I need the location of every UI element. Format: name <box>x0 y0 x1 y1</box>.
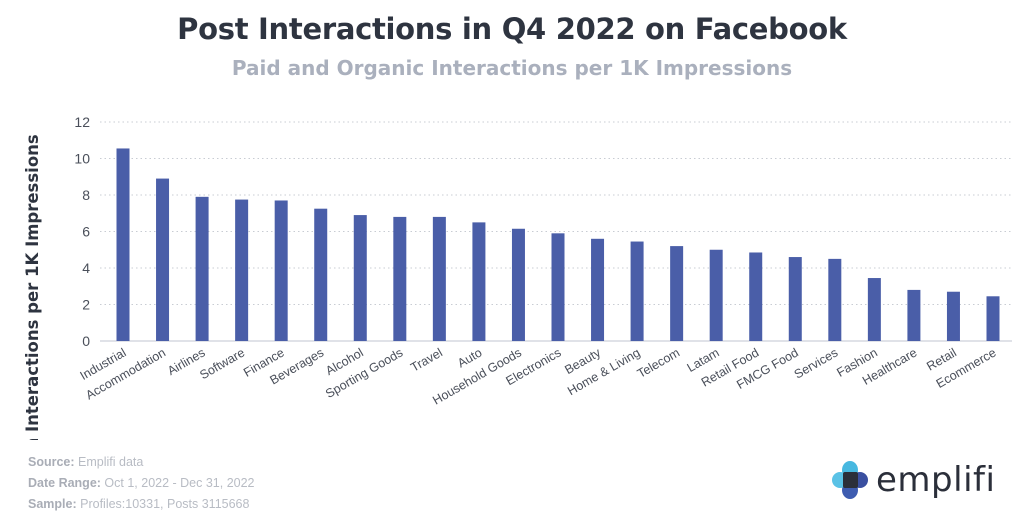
bar <box>946 291 960 341</box>
y-tick-label: 0 <box>82 333 90 349</box>
y-tick-label: 8 <box>82 187 90 203</box>
bar <box>749 252 763 341</box>
x-tick-label: Telecom <box>635 345 682 380</box>
sample-line: Sample: Profiles:10331, Posts 3115668 <box>28 494 255 515</box>
bar-chart: Median Interactions per 1K Impressions 0… <box>23 114 1012 440</box>
chart-title: Post Interactions in Q4 2022 on Facebook <box>177 12 847 46</box>
y-tick-label: 2 <box>82 297 90 313</box>
y-tick-label: 6 <box>82 224 90 240</box>
bar <box>432 216 446 341</box>
bar <box>156 178 170 341</box>
logo-text: emplifi <box>876 460 996 500</box>
date-range-line: Date Range: Oct 1, 2022 - Dec 31, 2022 <box>28 473 255 494</box>
bar <box>709 249 723 341</box>
bar <box>235 199 249 341</box>
emplifi-logo-icon <box>832 461 868 499</box>
date-value: Oct 1, 2022 - Dec 31, 2022 <box>104 476 255 490</box>
date-label: Date Range: <box>28 476 101 490</box>
source-label: Source: <box>28 455 75 469</box>
source-line: Source: Emplifi data <box>28 452 255 473</box>
bar <box>986 296 1000 341</box>
bar <box>591 238 605 341</box>
bar <box>116 148 130 341</box>
bar <box>274 200 288 341</box>
bar <box>353 215 367 341</box>
bar <box>867 278 881 341</box>
bar <box>551 233 565 341</box>
bar <box>472 222 486 341</box>
footer-notes: Source: Emplifi data Date Range: Oct 1, … <box>28 452 255 515</box>
x-tick-label: Software <box>197 345 247 382</box>
y-axis-label: Median Interactions per 1K Impressions <box>23 134 42 440</box>
x-tick-label: Services <box>792 345 841 381</box>
y-tick-label: 4 <box>82 260 90 276</box>
sample-label: Sample: <box>28 497 77 511</box>
bar <box>314 208 328 341</box>
chart-subtitle: Paid and Organic Interactions per 1K Imp… <box>231 56 793 80</box>
bar <box>630 241 644 341</box>
bar <box>828 258 842 341</box>
bar <box>511 228 525 341</box>
y-tick-label: 10 <box>74 151 90 167</box>
y-tick-label: 12 <box>74 114 90 130</box>
bar <box>788 257 802 341</box>
sample-value: Profiles:10331, Posts 3115668 <box>80 497 250 511</box>
bar <box>393 216 407 341</box>
x-tick-label: Travel <box>408 345 445 374</box>
bar <box>907 289 921 341</box>
emplifi-logo: emplifi <box>832 460 995 500</box>
bar <box>670 246 684 341</box>
bar <box>195 196 209 341</box>
source-value: Emplifi data <box>78 455 144 469</box>
